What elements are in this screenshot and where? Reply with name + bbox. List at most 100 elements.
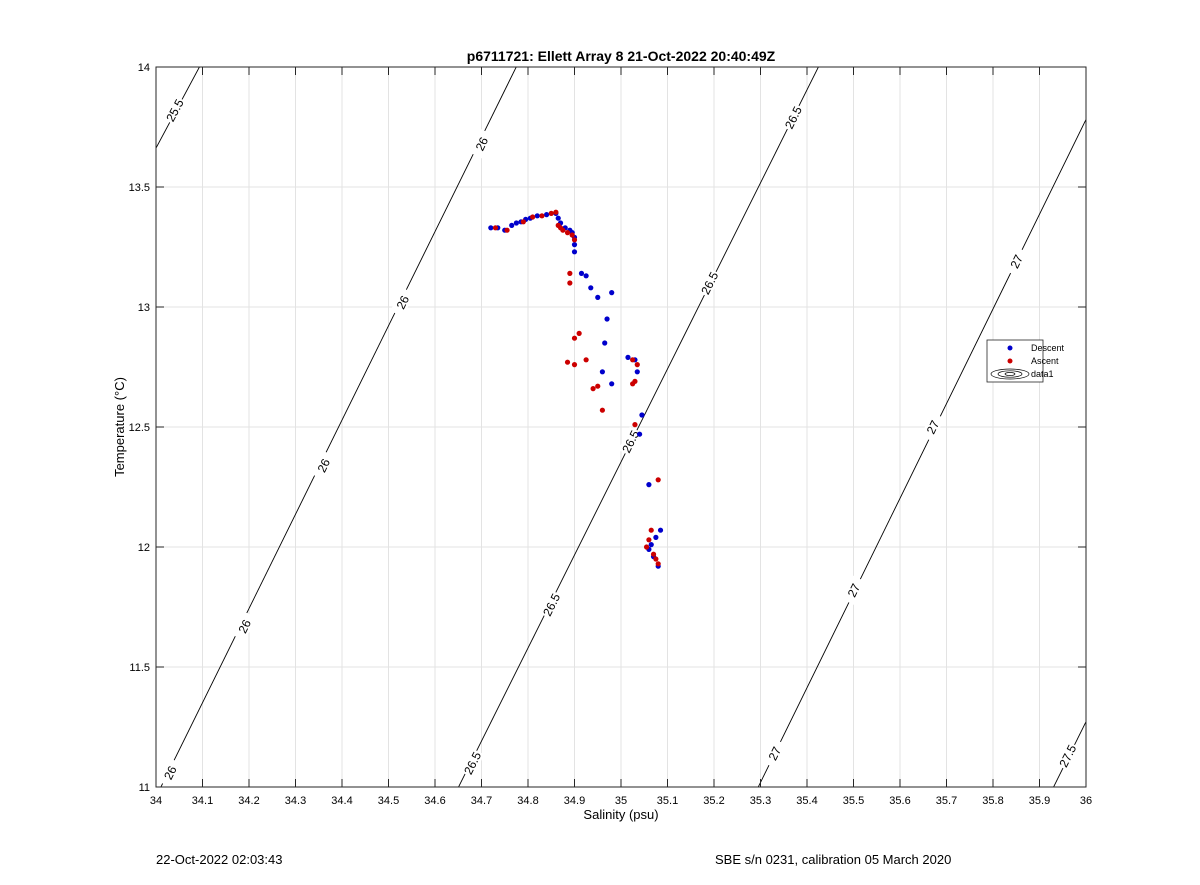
x-tick-label: 34.3 xyxy=(285,795,306,807)
ascent-point xyxy=(583,357,589,363)
x-tick-label: 35.9 xyxy=(1029,795,1050,807)
density-contour-line xyxy=(160,67,517,787)
y-tick-label: 12 xyxy=(138,542,150,554)
x-tick-label: 35.2 xyxy=(703,795,724,807)
contour-label-bg xyxy=(162,95,187,125)
descent-point xyxy=(578,270,585,276)
x-tick-label: 36 xyxy=(1080,795,1092,807)
descent-point xyxy=(571,242,578,248)
x-tick-label: 34.7 xyxy=(471,795,492,807)
ascent-point xyxy=(539,213,545,219)
ascent-point xyxy=(595,383,601,389)
density-contour-line xyxy=(458,67,819,787)
footer-timestamp: 22-Oct-2022 02:03:43 xyxy=(156,852,283,867)
descent-point xyxy=(604,316,610,322)
descent-point xyxy=(609,381,615,387)
y-tick-label: 13 xyxy=(138,302,150,314)
legend-box xyxy=(986,339,1044,383)
x-tick-label: 34.5 xyxy=(378,795,399,807)
descent-point xyxy=(639,412,645,418)
density-contour-line xyxy=(757,118,1086,787)
descent-point xyxy=(609,290,615,296)
contour-label: 26 xyxy=(394,293,413,311)
x-tick-label: 35.3 xyxy=(750,795,771,807)
contour-label-bg xyxy=(1004,246,1029,277)
contour-label-bg xyxy=(311,450,336,481)
descent-point xyxy=(646,482,652,488)
contour-label: 26 xyxy=(473,135,492,153)
chart-title: p6711721: Ellett Array 8 21-Oct-2022 20:… xyxy=(467,48,776,64)
legend-label-data1: data1 xyxy=(1031,369,1054,379)
y-tick-label: 11 xyxy=(139,782,150,794)
contour-label: 26 xyxy=(315,456,334,474)
descent-point xyxy=(513,220,519,226)
x-tick-label: 34.2 xyxy=(238,795,259,807)
contour-label-bg xyxy=(618,426,643,457)
x-tick-label: 34.1 xyxy=(192,795,213,807)
ascent-point xyxy=(530,214,536,220)
contour-label-bg xyxy=(1055,741,1080,771)
descent-point xyxy=(571,249,578,255)
descent-point xyxy=(648,542,654,548)
density-contours xyxy=(156,67,1086,787)
ascent-point xyxy=(571,362,578,368)
ascent-point xyxy=(564,359,571,365)
y-axis-label: Temperature (°C) xyxy=(112,377,127,477)
contour-label-bg xyxy=(780,102,806,133)
descent-point xyxy=(625,354,631,360)
descent-point xyxy=(583,273,589,279)
ascent-point xyxy=(553,209,559,215)
contour-label-bg xyxy=(469,129,494,159)
descent-point xyxy=(595,294,601,300)
legend-label-ascent: Ascent xyxy=(1031,356,1059,366)
descent-point xyxy=(637,431,643,437)
contour-label: 26 xyxy=(236,617,255,635)
descent-point xyxy=(599,369,606,375)
ascent-point xyxy=(646,537,652,543)
ascent-point xyxy=(567,280,573,286)
legend-marker-descent xyxy=(1007,345,1013,351)
contour-legend-icon xyxy=(990,368,1030,380)
x-tick-label: 35.6 xyxy=(889,795,910,807)
x-tick-label: 35 xyxy=(615,795,627,807)
ascent-point xyxy=(634,362,640,368)
contour-label-bg xyxy=(390,287,415,317)
ascent-point xyxy=(520,219,526,225)
x-tick-label: 35.7 xyxy=(936,795,957,807)
footer-calibration: SBE s/n 0231, calibration 05 March 2020 xyxy=(715,852,952,867)
ascent-point xyxy=(655,561,661,567)
contour-label: 27 xyxy=(1007,252,1026,270)
ascent-point xyxy=(632,378,638,384)
density-contour-labels: 25.5262626262626.526.526.526.526.5272727… xyxy=(157,95,1080,788)
y-tick-label: 13.5 xyxy=(129,182,150,194)
x-tick-label: 34.6 xyxy=(424,795,445,807)
ascent-point xyxy=(655,477,661,483)
contour-label-bg xyxy=(232,611,257,641)
ascent-point xyxy=(548,210,554,216)
descent-point xyxy=(634,369,640,375)
contour-label: 27 xyxy=(924,418,943,436)
ascent-point xyxy=(567,270,573,276)
descent-point xyxy=(555,215,561,221)
x-tick-label: 35.8 xyxy=(982,795,1003,807)
ascent-point xyxy=(590,386,596,392)
grid-lines xyxy=(155,66,1087,788)
descent-point xyxy=(588,285,594,291)
ascent-point xyxy=(650,551,657,557)
contour-label: 27 xyxy=(845,581,864,599)
axis-ticks: 34 34.1 34.2 34.3 34.4 34.5 34.6 34.7 34.8 34.9 35… xyxy=(129,62,1093,807)
descent-point xyxy=(544,212,550,218)
y-tick-label: 12.5 xyxy=(129,422,150,434)
ascent-point xyxy=(643,544,650,550)
descent-point xyxy=(509,222,515,228)
contour-label-bg xyxy=(920,412,945,442)
ascent-point xyxy=(571,237,578,243)
contour-label-bg xyxy=(460,748,485,778)
descent-point xyxy=(534,213,540,219)
contour-label-bg xyxy=(762,738,787,769)
x-tick-label: 34.4 xyxy=(331,795,352,807)
contour-label: 26 xyxy=(161,763,180,781)
x-tick-label: 35.5 xyxy=(843,795,864,807)
descent-point xyxy=(657,527,664,533)
